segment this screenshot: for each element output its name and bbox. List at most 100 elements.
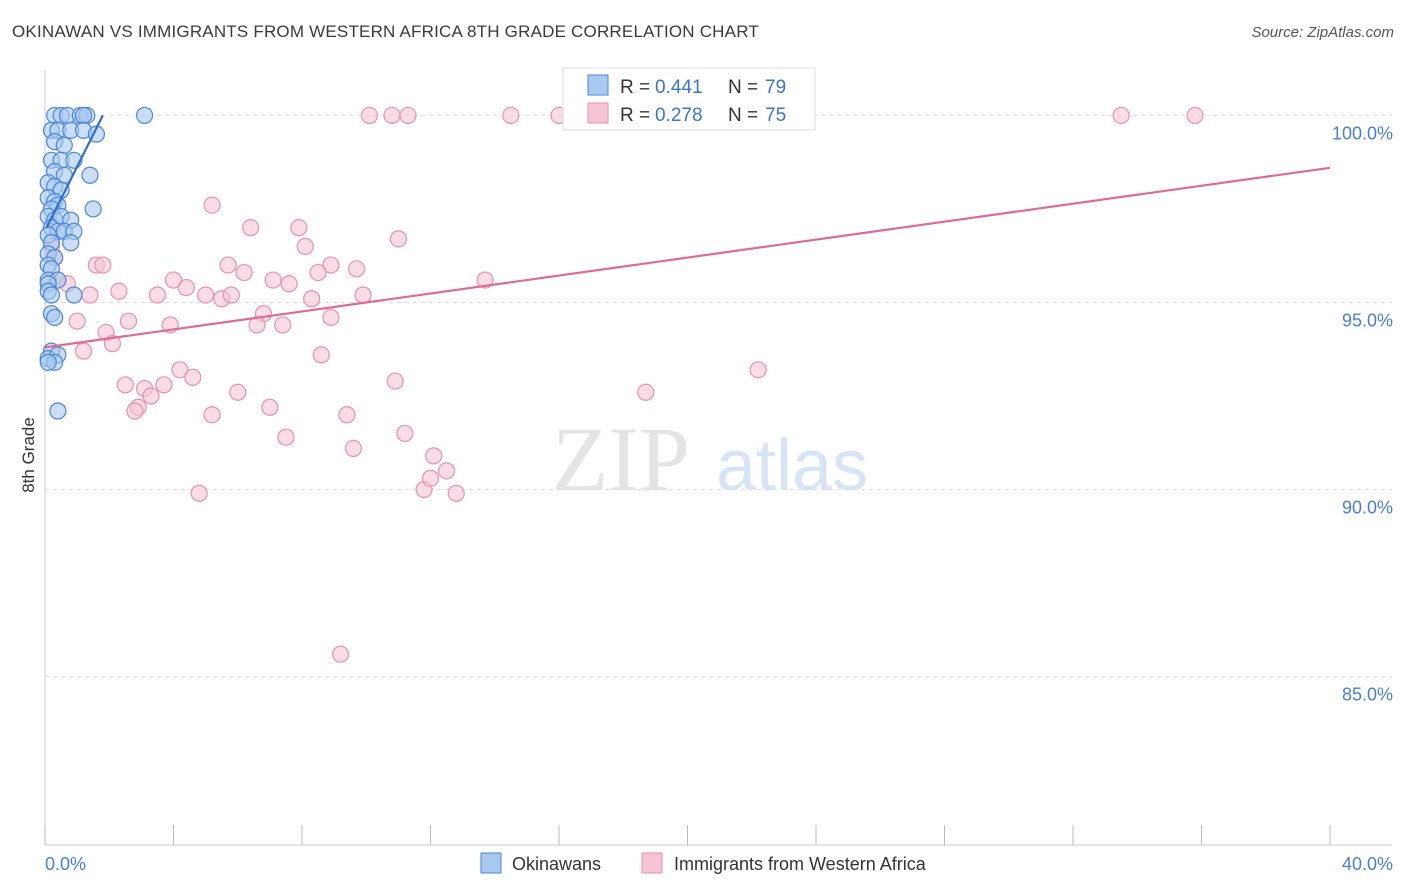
- immigrants-point-33: [222, 286, 240, 304]
- legend-n-value-1: 79: [765, 77, 786, 98]
- immigrants-point-58: [261, 398, 279, 416]
- okinawans-trend-line: [45, 114, 104, 229]
- immigrants-point-0: [360, 106, 379, 125]
- immigrants-point-49: [184, 368, 202, 386]
- tick-labels: 100.0% 95.0% 90.0% 85.0% 0.0% 40.0%: [45, 123, 1393, 874]
- immigrants-point-10: [290, 219, 308, 237]
- immigrants-point-56: [142, 387, 160, 405]
- immigrants-point-47: [312, 346, 330, 364]
- immigrants-point-2: [399, 106, 417, 125]
- bottom-legend-swatch-okinawans: [480, 852, 502, 874]
- immigrants-point-17: [219, 256, 237, 274]
- immigrants-point-72: [331, 645, 350, 663]
- series-okinawans-points: [39, 106, 154, 420]
- okinawans-point-55: [39, 353, 57, 371]
- immigrants-point-66: [425, 447, 443, 465]
- immigrants-point-38: [322, 308, 340, 327]
- legend-swatch-blue: [587, 74, 609, 96]
- immigrants-point-54: [155, 376, 173, 394]
- watermark-zip: ZIP: [552, 408, 690, 510]
- immigrants-point-36: [303, 290, 321, 308]
- immigrants-point-25: [280, 275, 298, 293]
- immigrants-point-9: [242, 219, 260, 237]
- okinawans-point-48: [65, 286, 83, 304]
- axes: [44, 70, 1392, 846]
- correlation-legend: R = 0.441 N = 79 R = 0.278 N = 75: [562, 67, 816, 131]
- legend-n-value-2: 75: [765, 105, 786, 126]
- bottom-legend-swatch-immigrants: [641, 852, 663, 874]
- immigrants-point-29: [110, 282, 128, 300]
- immigrants-point-1: [383, 106, 401, 125]
- immigrants-point-13: [296, 237, 314, 255]
- immigrants-point-68: [190, 484, 208, 502]
- y-tick-label-2: 90.0%: [1342, 498, 1393, 518]
- immigrants-point-57: [637, 383, 655, 401]
- immigrants-point-23: [164, 271, 183, 289]
- legend-r-value-2: 0.278: [655, 105, 703, 126]
- immigrants-point-71: [447, 484, 465, 502]
- y-tick-label-0: 100.0%: [1332, 123, 1393, 143]
- legend-r-label-2: R =: [620, 105, 650, 126]
- immigrants-point-60: [126, 402, 144, 420]
- series-immigrants-points: [42, 106, 1204, 663]
- trend-lines: [44, 114, 1331, 349]
- okinawans-point-19: [81, 166, 99, 184]
- immigrants-point-26: [476, 271, 494, 289]
- immigrants-point-35: [81, 286, 99, 304]
- immigrants-point-70: [421, 469, 440, 487]
- okinawans-point-56: [49, 402, 67, 420]
- immigrants-point-51: [386, 372, 404, 390]
- immigrants-point-67: [437, 462, 456, 480]
- immigrants-point-55: [229, 383, 247, 401]
- immigrants-point-46: [74, 342, 93, 360]
- immigrants-point-62: [338, 406, 356, 424]
- y-tick-label-1: 95.0%: [1342, 310, 1393, 330]
- immigrants-point-40: [119, 312, 138, 330]
- immigrants-point-64: [277, 428, 295, 446]
- immigrants-point-24: [264, 271, 282, 289]
- immigrants-trend-line: [44, 166, 1331, 349]
- immigrants-point-20: [235, 263, 253, 282]
- bottom-legend-immigrants: Immigrants from Western Africa: [674, 854, 927, 874]
- immigrants-point-34: [354, 286, 372, 304]
- immigrants-point-65: [344, 439, 362, 458]
- immigrants-point-39: [68, 312, 86, 330]
- legend-n-label-1: N =: [728, 77, 758, 98]
- okinawans-point-5: [74, 106, 93, 125]
- source-label: Source: ZipAtlas.com: [1251, 24, 1394, 41]
- immigrants-point-6: [1112, 106, 1130, 125]
- immigrants-point-7: [1186, 106, 1204, 125]
- immigrants-point-63: [396, 424, 414, 443]
- immigrants-point-11: [389, 230, 407, 248]
- x-tick-label-1: 40.0%: [1342, 854, 1393, 874]
- watermark-atlas: atlas: [716, 426, 868, 506]
- immigrants-point-21: [309, 263, 327, 282]
- okinawans-point-27: [84, 200, 102, 218]
- y-tick-label-3: 85.0%: [1342, 685, 1393, 705]
- legend-r-value-1: 0.441: [655, 77, 703, 98]
- immigrants-point-8: [203, 196, 221, 214]
- immigrants-point-52: [116, 376, 134, 394]
- immigrants-point-30: [148, 286, 167, 304]
- okinawans-point-50: [46, 308, 64, 327]
- chart-title: OKINAWAN VS IMMIGRANTS FROM WESTERN AFRI…: [12, 22, 759, 41]
- legend-r-label-1: R =: [620, 77, 650, 98]
- series-legend: Okinawans Immigrants from Western Africa: [480, 852, 927, 874]
- immigrants-point-28: [177, 278, 195, 297]
- immigrants-point-3: [502, 106, 520, 125]
- bottom-legend-okinawans: Okinawans: [512, 854, 601, 874]
- legend-n-label-2: N =: [728, 105, 758, 126]
- immigrants-point-16: [94, 256, 112, 274]
- immigrants-point-45: [103, 335, 122, 353]
- immigrants-point-18: [322, 256, 340, 274]
- y-axis-label: 8th Grade: [19, 417, 38, 493]
- okinawans-point-6: [135, 106, 154, 125]
- immigrants-point-31: [197, 286, 215, 304]
- okinawans-point-47: [42, 286, 61, 304]
- immigrants-point-48: [171, 361, 189, 379]
- okinawans-point-38: [62, 234, 80, 252]
- legend-swatch-pink: [587, 102, 609, 124]
- x-tick-label-0: 0.0%: [45, 854, 86, 874]
- immigrants-point-19: [348, 260, 366, 278]
